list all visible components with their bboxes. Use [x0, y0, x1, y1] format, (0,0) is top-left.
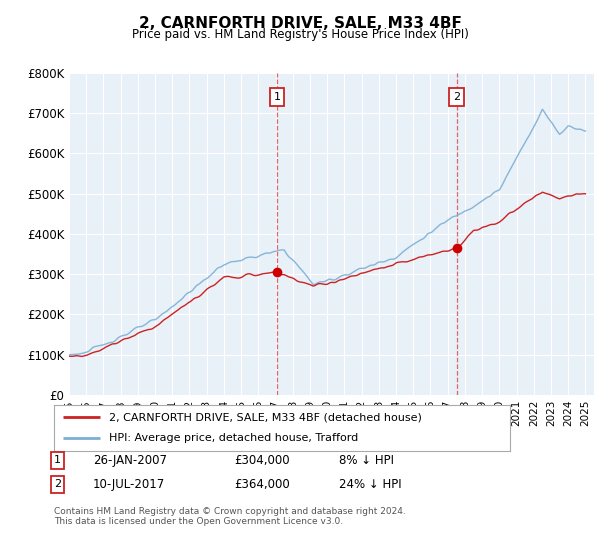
Text: 2, CARNFORTH DRIVE, SALE, M33 4BF: 2, CARNFORTH DRIVE, SALE, M33 4BF: [139, 16, 461, 31]
Text: HPI: Average price, detached house, Trafford: HPI: Average price, detached house, Traf…: [109, 433, 358, 444]
Text: Price paid vs. HM Land Registry's House Price Index (HPI): Price paid vs. HM Land Registry's House …: [131, 28, 469, 41]
Text: 10-JUL-2017: 10-JUL-2017: [93, 478, 165, 491]
Text: 2, CARNFORTH DRIVE, SALE, M33 4BF (detached house): 2, CARNFORTH DRIVE, SALE, M33 4BF (detac…: [109, 412, 422, 422]
Text: 1: 1: [54, 455, 61, 465]
Text: £304,000: £304,000: [234, 454, 290, 467]
Text: 1: 1: [274, 92, 280, 102]
Text: 24% ↓ HPI: 24% ↓ HPI: [339, 478, 401, 491]
Text: 2: 2: [453, 92, 460, 102]
Text: 26-JAN-2007: 26-JAN-2007: [93, 454, 167, 467]
Text: 2: 2: [54, 479, 61, 489]
Text: 8% ↓ HPI: 8% ↓ HPI: [339, 454, 394, 467]
Text: Contains HM Land Registry data © Crown copyright and database right 2024.
This d: Contains HM Land Registry data © Crown c…: [54, 507, 406, 526]
Text: £364,000: £364,000: [234, 478, 290, 491]
